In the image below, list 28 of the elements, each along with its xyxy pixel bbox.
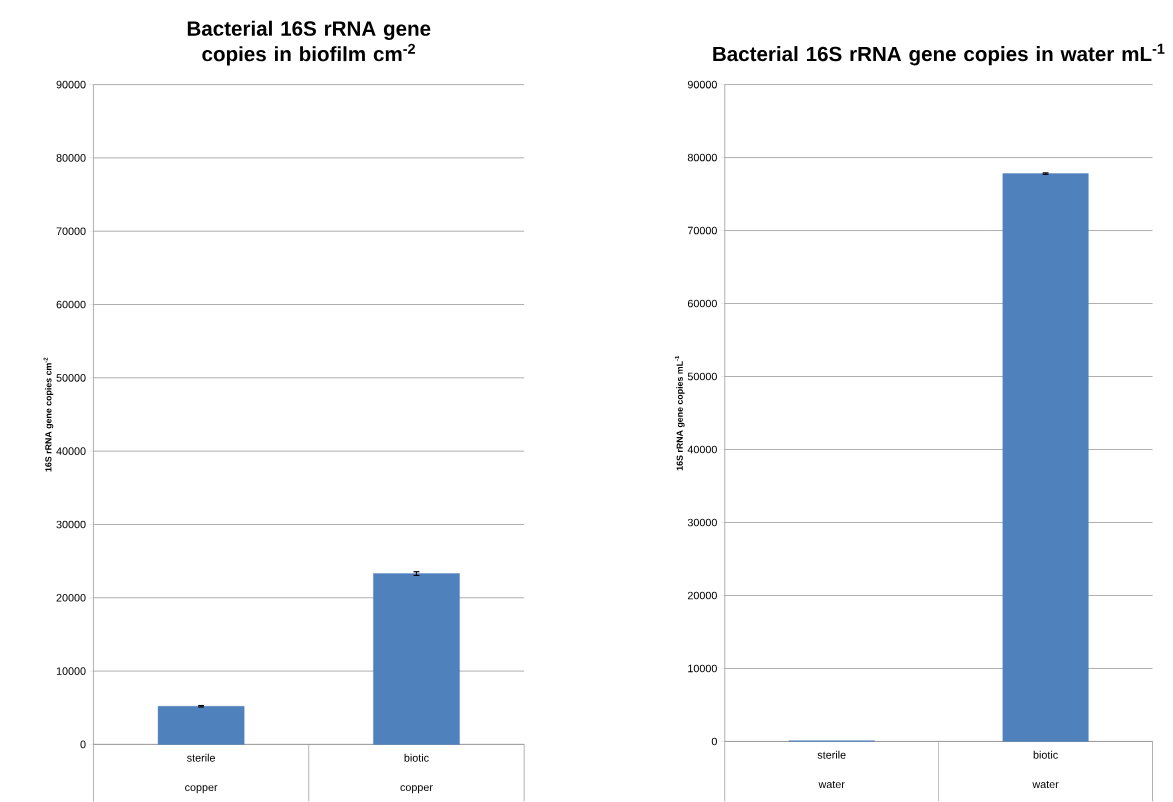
y-tick-label: 80000	[687, 153, 717, 162]
y-tick-label: 20000	[56, 594, 86, 602]
y-tick-label: 0	[80, 740, 86, 749]
y-tick-label: 30000	[687, 518, 717, 527]
y-tick-label: 40000	[56, 447, 86, 456]
y-tick-label: 70000	[687, 226, 717, 235]
category-label: sterile water	[817, 750, 846, 789]
y-tick-label: 10000	[56, 667, 86, 675]
y-tick-label: 20000	[687, 591, 717, 600]
y-tick-label: 60000	[56, 300, 86, 309]
y-tick-label: 80000	[56, 154, 86, 162]
y-tick-label: 90000	[687, 80, 717, 89]
y-tick-label: 50000	[56, 374, 86, 382]
category-label: biotic copper	[400, 753, 433, 794]
y-tick-label: 40000	[687, 445, 717, 454]
y-tick-label: 30000	[56, 520, 86, 529]
y-axis-title: 16S rRNA gene copies cm$^{-2}$	[43, 357, 54, 472]
category-label: biotic water	[1032, 750, 1059, 789]
chart-title: Bacterial 16S rRNA gene copies in biofilm cm$^{-2}$	[187, 20, 431, 66]
y-tick-label: 60000	[687, 299, 717, 308]
y-tick-label: 90000	[56, 80, 86, 89]
y-axis-title: 16S rRNA gene copies mL$^{-1}$	[674, 356, 685, 471]
y-tick-label: 70000	[56, 227, 86, 236]
y-tick-label: 10000	[688, 664, 717, 673]
y-tick-label: 50000	[687, 372, 717, 381]
category-label: sterile copper	[185, 753, 218, 794]
chart-title: Bacterial 16S rRNA gene copies in water mL$^{-1}$	[713, 43, 1165, 66]
y-tick-label: 0	[711, 737, 717, 746]
